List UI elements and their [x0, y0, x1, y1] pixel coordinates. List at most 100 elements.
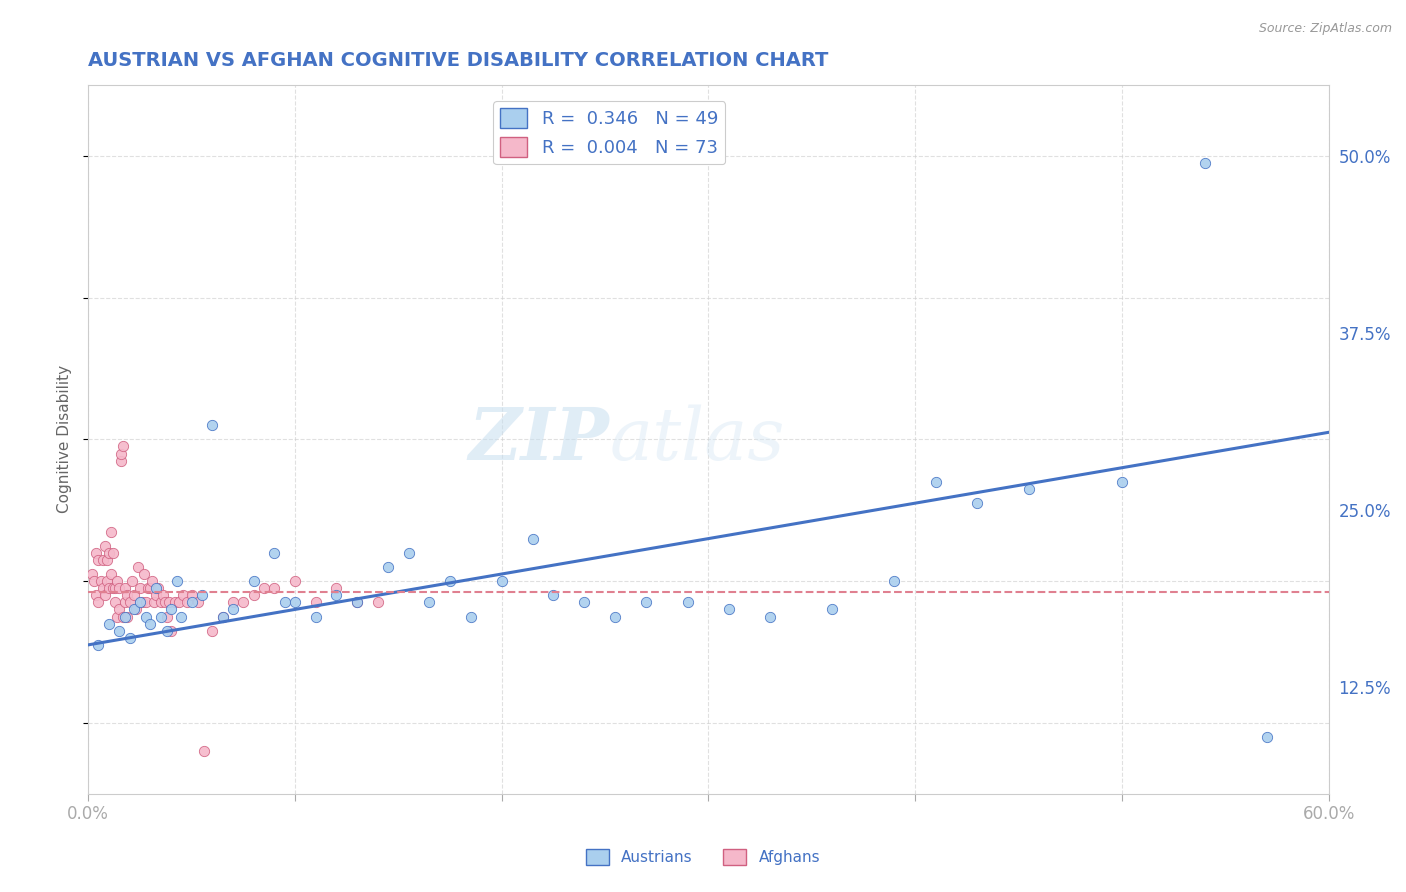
Point	[100, 524, 122, 539]
Point	[491, 574, 513, 588]
Point	[325, 588, 347, 602]
Point	[135, 609, 157, 624]
Point	[1111, 475, 1133, 489]
Point	[222, 595, 245, 609]
Point	[398, 546, 420, 560]
Point	[117, 609, 139, 624]
Point	[925, 475, 948, 489]
Point	[135, 595, 157, 609]
Legend: R =  0.346   N = 49, R =  0.004   N = 73: R = 0.346 N = 49, R = 0.004 N = 73	[494, 101, 725, 164]
Point	[105, 574, 128, 588]
Point	[139, 616, 162, 631]
Point	[108, 624, 131, 638]
Point	[141, 574, 163, 588]
Point	[83, 574, 105, 588]
Point	[101, 546, 124, 560]
Point	[91, 553, 114, 567]
Point	[96, 574, 118, 588]
Point	[112, 609, 135, 624]
Point	[112, 440, 135, 454]
Point	[108, 581, 131, 595]
Point	[97, 546, 120, 560]
Point	[193, 744, 215, 758]
Point	[377, 560, 399, 574]
Point	[90, 574, 112, 588]
Y-axis label: Cognitive Disability: Cognitive Disability	[58, 366, 72, 514]
Point	[160, 602, 183, 616]
Point	[86, 546, 108, 560]
Point	[131, 595, 153, 609]
Point	[156, 609, 179, 624]
Point	[139, 581, 162, 595]
Point	[127, 560, 149, 574]
Point	[145, 588, 167, 602]
Point	[367, 595, 389, 609]
Point	[114, 595, 136, 609]
Point	[87, 553, 110, 567]
Point	[145, 581, 167, 595]
Point	[201, 624, 224, 638]
Point	[187, 595, 209, 609]
Point	[718, 602, 741, 616]
Point	[284, 595, 307, 609]
Point	[91, 581, 114, 595]
Point	[636, 595, 658, 609]
Point	[191, 588, 214, 602]
Point	[136, 581, 159, 595]
Text: Source: ZipAtlas.com: Source: ZipAtlas.com	[1258, 22, 1392, 36]
Point	[118, 631, 141, 645]
Point	[87, 595, 110, 609]
Point	[86, 588, 108, 602]
Point	[96, 553, 118, 567]
Point	[149, 595, 172, 609]
Point	[93, 588, 115, 602]
Point	[222, 602, 245, 616]
Point	[574, 595, 596, 609]
Point	[153, 595, 176, 609]
Point	[346, 595, 368, 609]
Point	[180, 588, 202, 602]
Point	[325, 581, 347, 595]
Point	[149, 609, 172, 624]
Point	[167, 595, 190, 609]
Point	[132, 567, 155, 582]
Text: atlas: atlas	[609, 404, 785, 475]
Point	[759, 609, 782, 624]
Point	[418, 595, 440, 609]
Point	[284, 574, 307, 588]
Point	[104, 595, 127, 609]
Point	[304, 609, 326, 624]
Point	[821, 602, 844, 616]
Point	[605, 609, 627, 624]
Point	[253, 581, 276, 595]
Point	[101, 581, 124, 595]
Text: AUSTRIAN VS AFGHAN COGNITIVE DISABILITY CORRELATION CHART: AUSTRIAN VS AFGHAN COGNITIVE DISABILITY …	[89, 51, 828, 70]
Point	[460, 609, 482, 624]
Point	[117, 588, 139, 602]
Point	[108, 602, 131, 616]
Point	[543, 588, 565, 602]
Point	[346, 595, 368, 609]
Point	[114, 609, 136, 624]
Point	[97, 616, 120, 631]
Point	[148, 581, 170, 595]
Point	[1018, 482, 1040, 496]
Point	[93, 539, 115, 553]
Point	[97, 581, 120, 595]
Point	[1194, 156, 1216, 170]
Point	[201, 418, 224, 433]
Point	[263, 546, 285, 560]
Point	[172, 588, 194, 602]
Point	[676, 595, 699, 609]
Point	[100, 567, 122, 582]
Point	[176, 595, 198, 609]
Point	[242, 574, 264, 588]
Point	[263, 581, 285, 595]
Point	[125, 602, 148, 616]
Point	[143, 595, 166, 609]
Point	[105, 609, 128, 624]
Point	[128, 595, 150, 609]
Point	[152, 588, 174, 602]
Point	[883, 574, 905, 588]
Point	[273, 595, 295, 609]
